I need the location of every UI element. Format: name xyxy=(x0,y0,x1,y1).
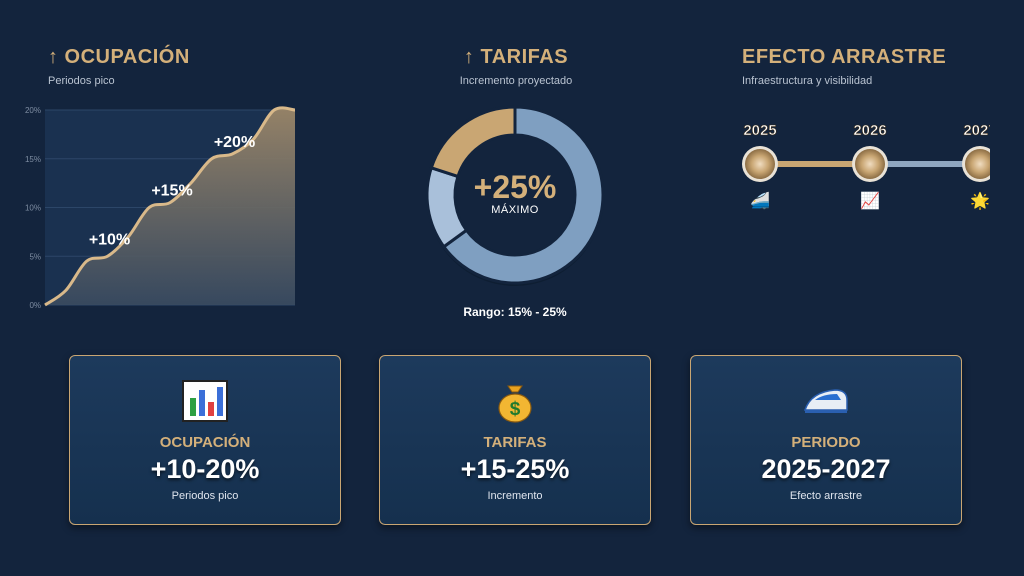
y-tick-label: 5% xyxy=(29,252,41,261)
card-value: 2025-2027 xyxy=(761,454,891,484)
high-speed-train-icon: 🚄 xyxy=(750,191,770,210)
periodo-card: PERIODO 2025-2027 Efecto arrastre xyxy=(690,355,962,525)
efecto-timeline: 2025 🚄 2026 📈 2027 🌟 xyxy=(742,122,990,210)
timeline-node xyxy=(855,149,885,179)
chart-increasing-icon: 📈 xyxy=(860,191,880,210)
card-description: Efecto arrastre xyxy=(789,490,863,502)
card-description: Incremento xyxy=(487,490,543,502)
annotation-label: +20% xyxy=(214,134,255,151)
timeline-year: 2027 xyxy=(963,122,990,139)
timeline-connector xyxy=(870,161,980,167)
ocupacion-subtitle: Periodos pico xyxy=(48,75,115,87)
y-tick-label: 0% xyxy=(29,301,41,310)
star-icon: 🌟 xyxy=(970,191,990,210)
tarifas-range: Rango: 15% - 25% xyxy=(463,305,567,319)
money-bag-icon: $ xyxy=(498,385,532,423)
card-value: +15-25% xyxy=(460,454,570,484)
y-tick-label: 15% xyxy=(25,155,41,164)
efecto-panel-header: EFECTO ARRASTRE Infraestructura y visibi… xyxy=(742,46,946,87)
donut-center-label: MÁXIMO xyxy=(491,204,539,216)
timeline-year: 2025 xyxy=(743,122,776,139)
tarifas-card: $ TARIFAS +15-25% Incremento xyxy=(379,355,651,525)
timeline-node xyxy=(745,149,775,179)
annotation-label: +15% xyxy=(151,183,192,200)
ocupacion-title: ↑ OCUPACIÓN xyxy=(48,46,190,68)
svg-text:$: $ xyxy=(510,399,521,420)
y-tick-label: 20% xyxy=(25,106,41,115)
bar-chart-icon xyxy=(182,380,228,422)
timeline-connector xyxy=(760,161,870,167)
donut-center: +25% MÁXIMO xyxy=(445,170,585,216)
donut-segment-3 xyxy=(429,105,517,179)
y-tick-label: 10% xyxy=(25,204,41,213)
tarifas-subtitle: Incremento proyectado xyxy=(459,75,573,87)
timeline-node xyxy=(965,149,990,179)
card-label: PERIODO xyxy=(791,434,861,451)
tarifas-panel-header: ↑ TARIFAS Incremento proyectado xyxy=(455,46,577,87)
donut-hole xyxy=(456,136,574,254)
ocupacion-panel-header: ↑ OCUPACIÓN Periodos pico xyxy=(48,46,190,87)
card-description: Periodos pico xyxy=(171,490,239,502)
ocupacion-area-chart: 0% 5% 10% 15% 20% +10% +15% +20% xyxy=(25,106,296,310)
donut-segment-1 xyxy=(441,105,605,285)
tarifas-donut-chart xyxy=(425,105,605,286)
ocupacion-card: OCUPACIÓN +10-20% Periodos pico xyxy=(69,355,341,525)
card-label: OCUPACIÓN xyxy=(159,434,251,451)
annotation-label: +10% xyxy=(89,231,130,248)
area-fill xyxy=(45,107,295,305)
donut-center-value: +25% xyxy=(473,169,557,205)
high-speed-train-icon xyxy=(803,389,848,413)
card-value: +10-20% xyxy=(150,454,260,484)
efecto-title: EFECTO ARRASTRE xyxy=(742,46,947,68)
card-label: TARIFAS xyxy=(483,434,547,451)
area-line xyxy=(44,106,296,307)
timeline-year: 2026 xyxy=(853,122,886,139)
tarifas-title: ↑ TARIFAS xyxy=(463,46,569,68)
efecto-subtitle: Infraestructura y visibilidad xyxy=(742,75,873,87)
